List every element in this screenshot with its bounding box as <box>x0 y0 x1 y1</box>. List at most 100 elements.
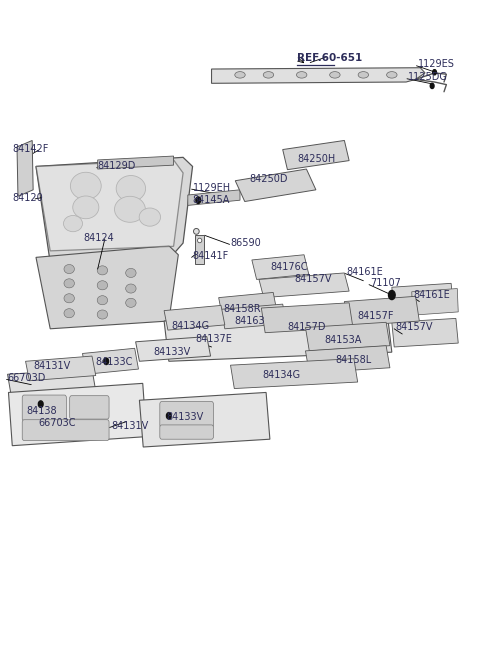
Polygon shape <box>230 359 358 388</box>
Polygon shape <box>36 157 192 263</box>
Polygon shape <box>36 246 179 329</box>
Ellipse shape <box>115 196 145 222</box>
Circle shape <box>430 83 434 88</box>
Polygon shape <box>221 304 287 329</box>
Circle shape <box>38 401 43 407</box>
Polygon shape <box>392 284 454 313</box>
Text: 66703D: 66703D <box>8 373 46 383</box>
Ellipse shape <box>71 172 101 200</box>
Polygon shape <box>195 235 204 264</box>
Ellipse shape <box>126 298 136 307</box>
Text: 84138: 84138 <box>26 405 57 416</box>
Ellipse shape <box>297 71 307 78</box>
Ellipse shape <box>73 196 99 219</box>
Polygon shape <box>235 169 316 202</box>
Polygon shape <box>17 140 33 196</box>
Text: 84133V: 84133V <box>154 347 191 357</box>
Polygon shape <box>392 318 458 347</box>
Polygon shape <box>252 255 309 280</box>
Text: 84133V: 84133V <box>167 412 204 422</box>
Text: 84124: 84124 <box>84 233 114 243</box>
FancyBboxPatch shape <box>70 396 109 419</box>
Polygon shape <box>305 346 390 373</box>
Text: 84153A: 84153A <box>324 335 362 345</box>
Ellipse shape <box>358 71 369 78</box>
FancyBboxPatch shape <box>22 420 109 441</box>
Ellipse shape <box>64 279 74 288</box>
Ellipse shape <box>193 229 199 234</box>
Ellipse shape <box>126 269 136 278</box>
Polygon shape <box>83 348 138 374</box>
Text: 84157V: 84157V <box>295 274 332 284</box>
Polygon shape <box>136 337 211 362</box>
Ellipse shape <box>330 71 340 78</box>
Ellipse shape <box>97 266 108 275</box>
Polygon shape <box>212 67 425 83</box>
Polygon shape <box>259 273 349 297</box>
Polygon shape <box>188 190 240 206</box>
Text: 84161E: 84161E <box>347 267 384 277</box>
Text: 84157F: 84157F <box>358 311 394 321</box>
Text: 84250H: 84250H <box>297 154 335 164</box>
Ellipse shape <box>64 265 74 274</box>
Text: 84142F: 84142F <box>12 144 48 154</box>
Text: 84133C: 84133C <box>96 357 132 367</box>
Text: 1129ES: 1129ES <box>418 60 455 69</box>
Ellipse shape <box>235 71 245 78</box>
Text: 1125DG: 1125DG <box>408 73 448 83</box>
FancyBboxPatch shape <box>22 395 66 421</box>
Circle shape <box>104 358 108 365</box>
Circle shape <box>167 413 171 419</box>
Text: 84134G: 84134G <box>263 370 301 380</box>
Ellipse shape <box>126 284 136 293</box>
Text: 84129D: 84129D <box>97 161 136 172</box>
Ellipse shape <box>97 281 108 290</box>
Polygon shape <box>412 289 458 315</box>
Text: 84141F: 84141F <box>192 251 229 261</box>
Polygon shape <box>97 156 174 169</box>
Polygon shape <box>344 296 420 326</box>
Polygon shape <box>8 369 96 396</box>
Text: 84131V: 84131V <box>34 362 71 371</box>
Text: 86590: 86590 <box>230 238 261 248</box>
Circle shape <box>196 197 201 204</box>
Polygon shape <box>219 292 277 317</box>
FancyBboxPatch shape <box>160 425 214 440</box>
Text: 84145A: 84145A <box>192 195 230 205</box>
Ellipse shape <box>198 238 202 243</box>
Text: 71107: 71107 <box>371 278 401 288</box>
Circle shape <box>388 290 395 299</box>
Text: 84163: 84163 <box>234 316 265 326</box>
Polygon shape <box>139 392 270 447</box>
Text: 66703C: 66703C <box>38 418 76 428</box>
Ellipse shape <box>64 309 74 318</box>
Text: 84131V: 84131V <box>111 421 148 431</box>
Polygon shape <box>283 140 349 170</box>
Text: 84176C: 84176C <box>271 262 308 272</box>
Ellipse shape <box>64 293 74 303</box>
Text: REF.60-651: REF.60-651 <box>297 53 362 63</box>
Text: 84134G: 84134G <box>171 320 209 331</box>
Text: 84158R: 84158R <box>223 305 261 314</box>
Ellipse shape <box>139 208 160 226</box>
Polygon shape <box>261 303 353 333</box>
Ellipse shape <box>263 71 274 78</box>
Text: 84161E: 84161E <box>413 290 450 300</box>
Polygon shape <box>164 305 225 330</box>
Text: 84157D: 84157D <box>288 322 326 333</box>
Text: 84158L: 84158L <box>335 355 371 365</box>
Ellipse shape <box>97 310 108 319</box>
Text: 84157V: 84157V <box>396 322 433 333</box>
Text: 84137E: 84137E <box>195 334 232 344</box>
Text: 1129EH: 1129EH <box>192 183 231 193</box>
Text: 84250D: 84250D <box>250 174 288 185</box>
Polygon shape <box>9 383 146 445</box>
Circle shape <box>432 69 436 75</box>
Polygon shape <box>36 160 183 251</box>
Text: 84120: 84120 <box>12 193 43 202</box>
Ellipse shape <box>386 71 397 78</box>
Polygon shape <box>25 356 96 381</box>
Ellipse shape <box>63 215 83 232</box>
Polygon shape <box>164 312 392 362</box>
Ellipse shape <box>116 176 145 202</box>
